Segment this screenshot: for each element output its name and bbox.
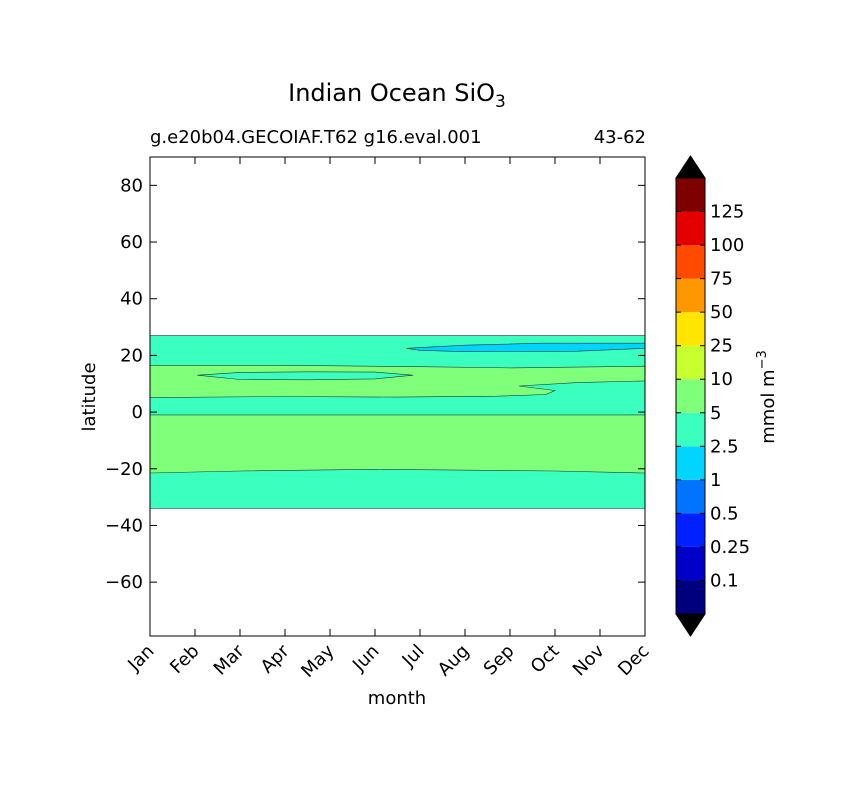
chart-subtitle-left: g.e20b04.GECOIAF.T62 g16.eval.001 [150, 127, 482, 148]
x-tick-label: May [297, 640, 338, 681]
y-tick-label: 20 [120, 345, 143, 366]
colorbar-swatch [676, 580, 705, 614]
y-tick-label: −40 [105, 515, 143, 536]
chart-subtitle-right: 43-62 [594, 127, 646, 148]
colorbar-label-superscript: −3 [755, 350, 770, 369]
colorbar-swatch [676, 546, 705, 581]
colorbar-swatch [676, 278, 705, 313]
chart-title: Indian Ocean SiO3 [288, 79, 506, 112]
colorbar-tick-label: 125 [710, 202, 744, 223]
x-tick-label: Apr [257, 640, 294, 677]
x-tick-label: Aug [434, 641, 474, 681]
colorbar-frame [675, 177, 706, 615]
colorbar-tick-label: 2.5 [710, 436, 739, 457]
colorbar-label: mmol m−3 [755, 350, 779, 444]
colorbar-over-triangle [675, 155, 706, 179]
colorbar-tick-label: 75 [710, 269, 733, 290]
colorbar-swatch [676, 245, 705, 279]
plot-frame [149, 156, 646, 637]
y-tick-label: 40 [120, 289, 143, 310]
y-tick-label: 60 [120, 232, 143, 253]
colorbar-swatch [676, 446, 705, 480]
colorbar-swatch [676, 312, 705, 346]
x-tick-label: Dec [614, 641, 653, 680]
colorbar-tick-label: 0.5 [710, 503, 739, 524]
y-tick-label: −60 [105, 572, 143, 593]
x-tick-label: Nov [569, 640, 609, 680]
colorbar-tick-label: 0.25 [710, 537, 750, 558]
y-axis: 80 60 40 20 0 −20 −40 −60 [105, 175, 645, 593]
y-tick-label: −20 [105, 459, 143, 480]
x-tick-label: Mar [210, 640, 249, 679]
y-tick-label: 0 [132, 402, 143, 423]
x-tick-label: Jul [398, 641, 429, 672]
chart-title-main: Indian Ocean SiO [288, 79, 495, 107]
plot-area [149, 156, 646, 637]
x-tick-label: Jan [123, 641, 158, 676]
colorbar-tick-label: 1 [710, 470, 721, 491]
colorbar-swatch [676, 178, 705, 212]
colorbar-swatch [676, 513, 705, 547]
contour-region-1 [149, 414, 646, 474]
colorbar-swatch [676, 345, 705, 380]
colorbar-tick-label: 50 [710, 302, 733, 323]
colorbar-swatch [676, 211, 705, 246]
colorbar-tick-label: 10 [710, 369, 733, 390]
colorbar: 0.1 0.25 0.5 1 2.5 5 10 25 50 75 100 125 [675, 155, 750, 637]
colorbar-tick-label: 0.1 [710, 570, 739, 591]
colorbar-under-triangle [675, 613, 706, 637]
colorbar-swatch [676, 412, 705, 447]
colorbar-tick-label: 5 [710, 403, 721, 424]
contour-region-3 [197, 371, 414, 381]
colorbar-swatch [676, 379, 705, 413]
x-axis-label: month [368, 688, 426, 709]
colorbar-tick-label: 100 [710, 235, 744, 256]
y-tick-label: 80 [120, 175, 143, 196]
colorbar-label-main: mmol m [758, 369, 779, 443]
x-tick-label: Sep [480, 641, 519, 680]
chart-title-subscript: 3 [495, 92, 506, 112]
colorbar-tick-label: 25 [710, 336, 733, 357]
x-tick-label: Feb [166, 641, 203, 678]
x-tick-label: Oct [527, 641, 564, 678]
x-tick-label: Jun [348, 641, 383, 676]
y-axis-label: latitude [79, 362, 100, 431]
colorbar-swatch [676, 479, 705, 514]
